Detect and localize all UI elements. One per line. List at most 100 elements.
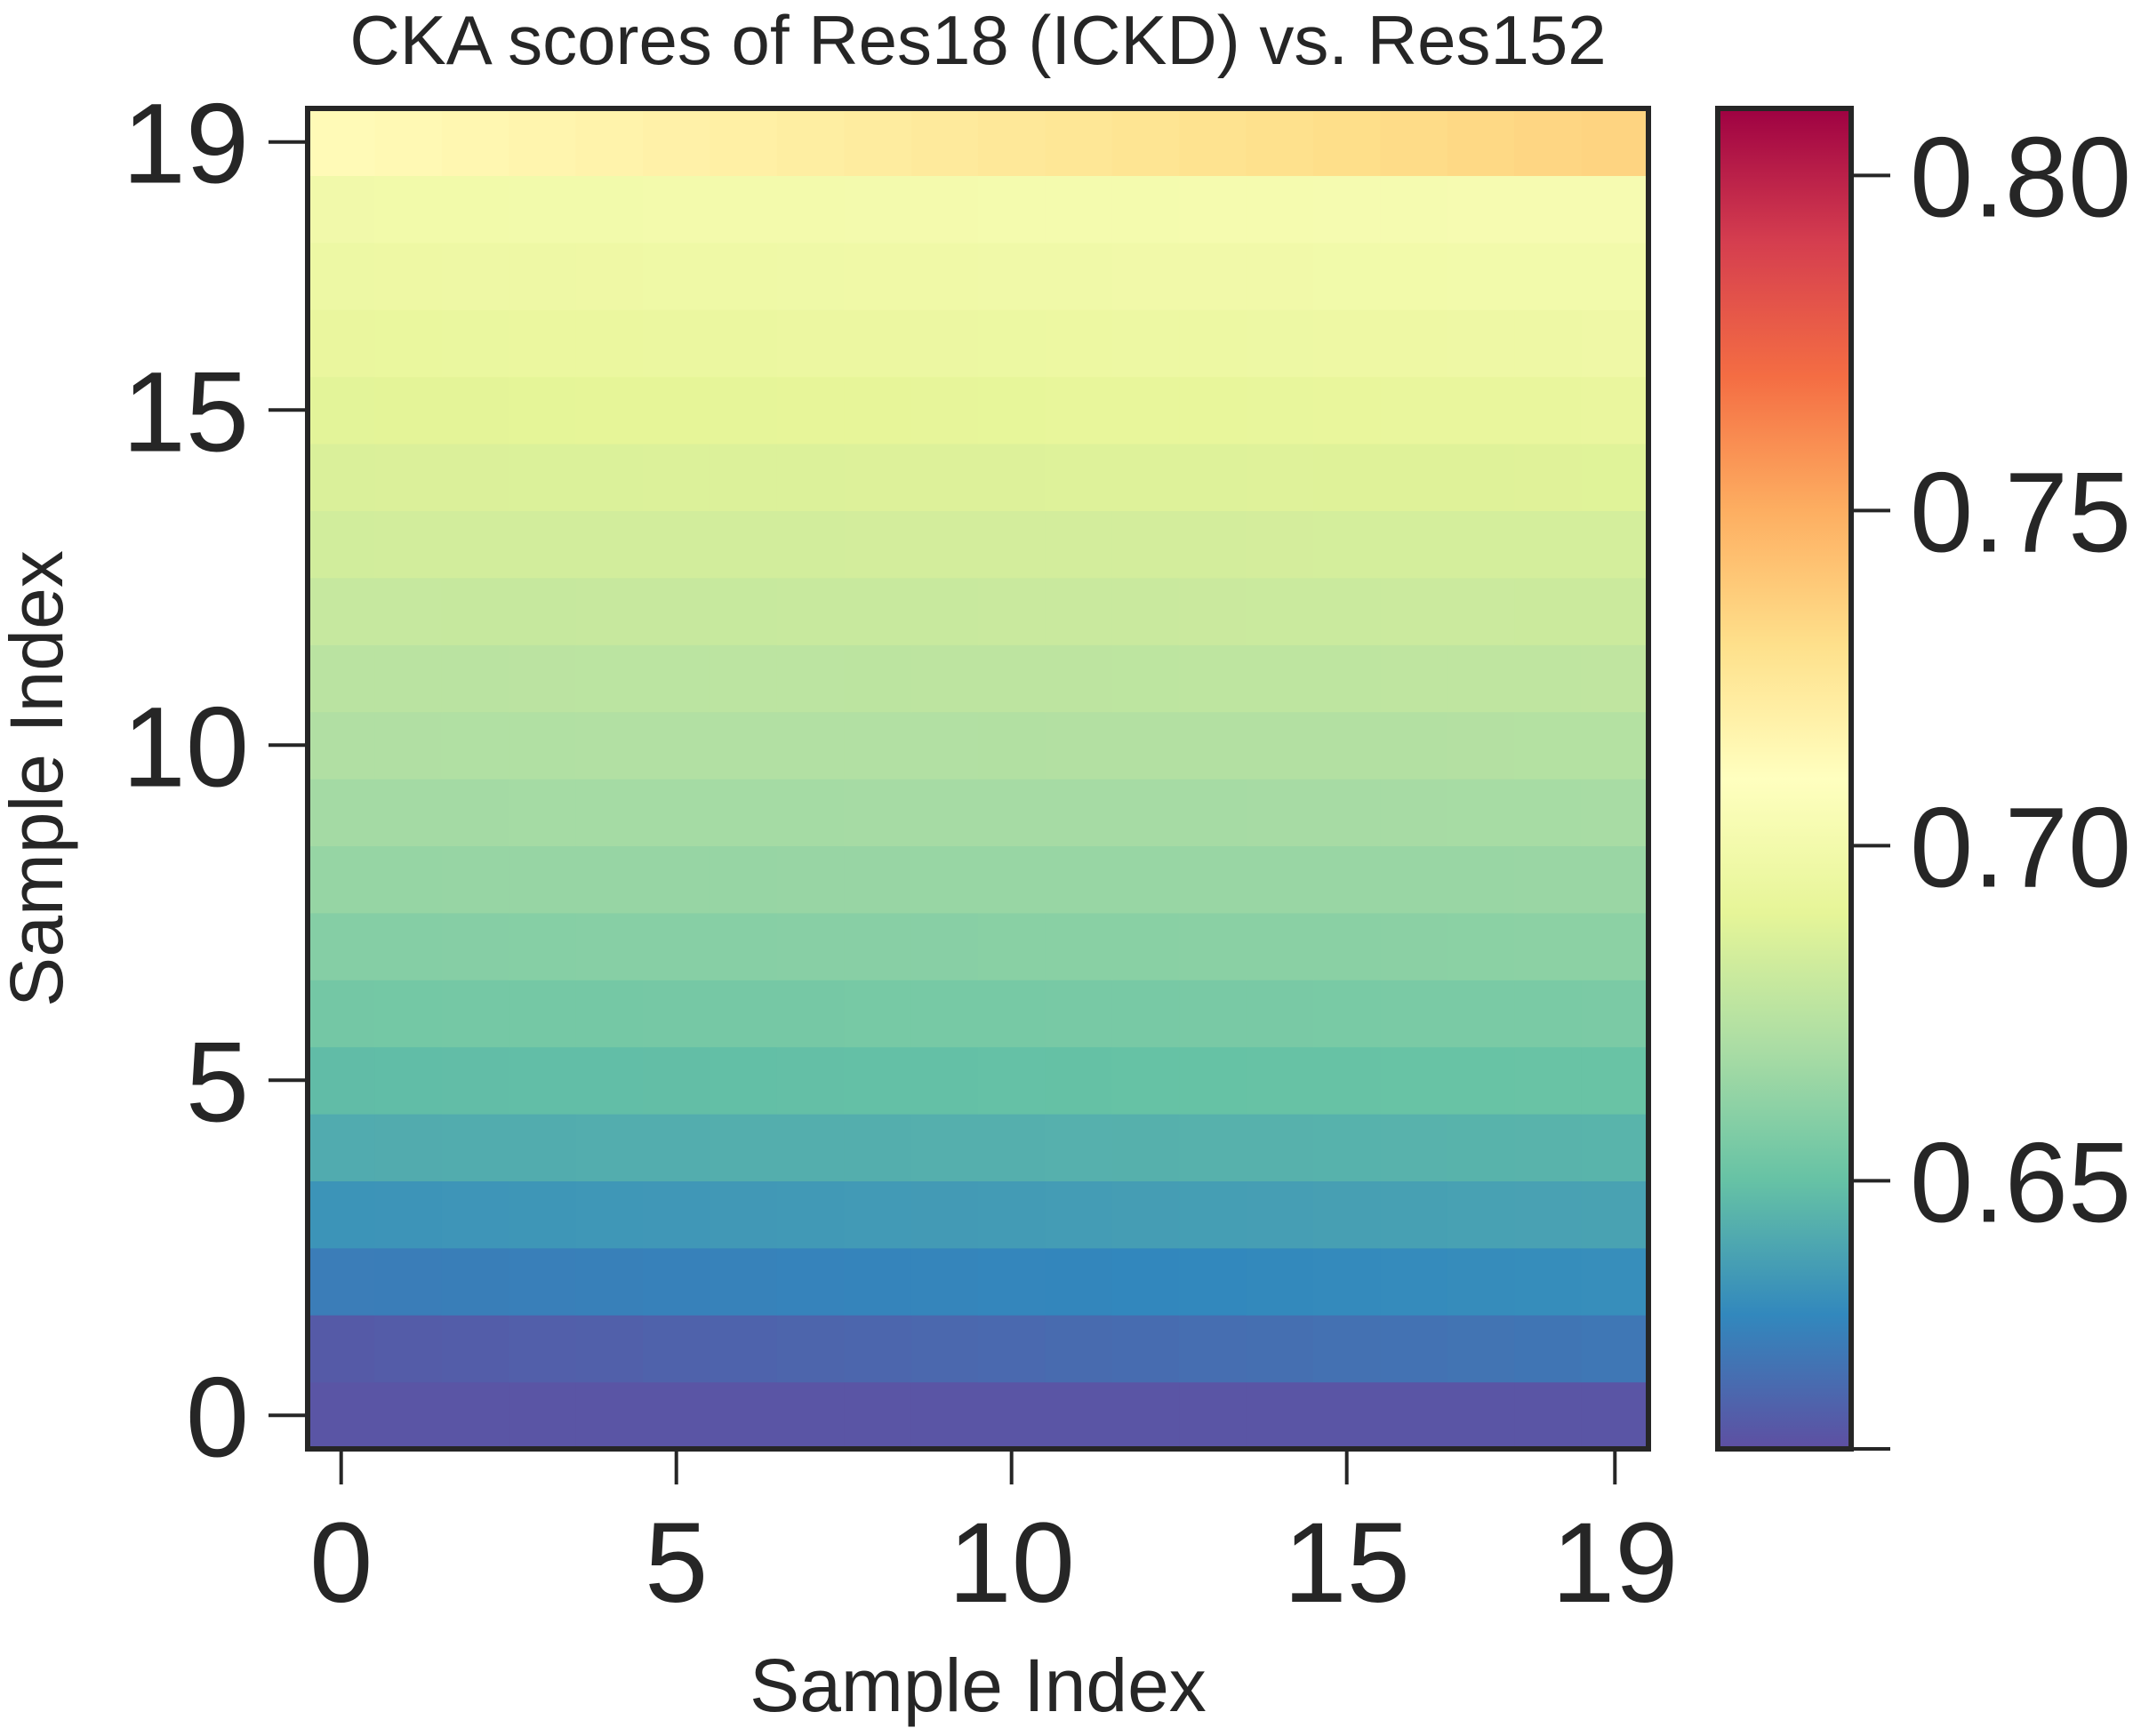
x-tick-label: 19	[1552, 1500, 1678, 1627]
heatmap-cell	[575, 1180, 644, 1249]
heatmap-cell	[1380, 1046, 1448, 1115]
heatmap-cell	[643, 980, 710, 1048]
heatmap-cell	[1514, 711, 1583, 780]
heatmap-cell	[1179, 577, 1247, 645]
heatmap-cell	[308, 309, 375, 378]
heatmap-cell	[1179, 1046, 1247, 1115]
heatmap-cell	[1380, 644, 1448, 713]
heatmap-cell	[1111, 1247, 1180, 1316]
heatmap-cell	[1246, 1114, 1314, 1181]
heatmap-cell	[509, 845, 577, 914]
heatmap-cell	[1179, 1180, 1247, 1249]
heatmap-cell	[441, 1247, 509, 1316]
heatmap-cell	[308, 980, 375, 1048]
heatmap-cell	[710, 1180, 778, 1249]
heatmap-cell	[308, 1315, 375, 1383]
heatmap-cell	[1111, 845, 1180, 914]
heatmap-cell	[844, 779, 912, 846]
heatmap-cell	[441, 108, 509, 176]
heatmap-cell	[710, 242, 778, 310]
heatmap-cell	[1045, 376, 1113, 444]
heatmap-cell	[776, 1315, 845, 1383]
heatmap-cell	[441, 779, 509, 846]
heatmap-cell	[1581, 309, 1649, 378]
colorbar-tick-label: 0.75	[1910, 449, 2131, 576]
heatmap-cell	[1111, 1180, 1180, 1249]
heatmap-cell	[1313, 1114, 1381, 1181]
heatmap-cell	[509, 1114, 577, 1181]
heatmap-cell	[1447, 1381, 1515, 1450]
heatmap-cell	[643, 444, 710, 511]
heatmap-cell	[1111, 1381, 1180, 1450]
heatmap-cell	[441, 510, 509, 579]
heatmap-cell	[1045, 309, 1113, 378]
heatmap-cell	[509, 1046, 577, 1115]
heatmap-cell	[844, 309, 912, 378]
heatmap-cell	[575, 845, 644, 914]
heatmap-cell	[575, 1114, 644, 1181]
heatmap-cell	[710, 1114, 778, 1181]
heatmap-cell	[441, 376, 509, 444]
x-axis: 0 5 10 15 19	[309, 1449, 1678, 1627]
heatmap-cell	[643, 242, 710, 310]
heatmap-cell	[844, 1381, 912, 1450]
heatmap-cell	[1246, 444, 1314, 511]
heatmap-cell	[776, 779, 845, 846]
heatmap-cell	[643, 845, 710, 914]
heatmap-cell	[978, 1247, 1046, 1316]
heatmap-cell	[509, 577, 577, 645]
y-tick-label: 0	[186, 1354, 249, 1481]
heatmap-cell	[575, 376, 644, 444]
heatmap-cell	[1581, 980, 1649, 1048]
heatmap-cell	[1246, 376, 1314, 444]
colorbar-tick-label: 0.80	[1910, 114, 2131, 241]
heatmap-cell	[575, 510, 644, 579]
heatmap-cell	[509, 912, 577, 980]
heatmap-cell	[1380, 1381, 1448, 1450]
heatmap-cell	[441, 711, 509, 780]
heatmap-cell	[844, 175, 912, 244]
y-tick-label: 15	[123, 348, 249, 476]
heatmap-cell	[575, 1381, 644, 1450]
heatmap-cell	[1179, 1315, 1247, 1383]
heatmap-cell	[910, 376, 979, 444]
heatmap-cell	[910, 1315, 979, 1383]
heatmap-cell	[1380, 376, 1448, 444]
heatmap-cell	[776, 644, 845, 713]
heatmap-cell	[1514, 1046, 1583, 1115]
heatmap-cell	[643, 1180, 710, 1249]
heatmap-cell	[844, 510, 912, 579]
heatmap-cell	[1581, 444, 1649, 511]
heatmap-cell	[1514, 1114, 1583, 1181]
heatmap-cell	[509, 309, 577, 378]
heatmap-cell	[710, 711, 778, 780]
heatmap-cell	[374, 175, 443, 244]
heatmap-cell	[844, 1247, 912, 1316]
heatmap-cell	[978, 444, 1046, 511]
heatmap-cell	[710, 175, 778, 244]
heatmap-cell	[1581, 1180, 1649, 1249]
heatmap-cell	[308, 444, 375, 511]
heatmap-cell	[374, 1381, 443, 1450]
heatmap-cell	[1514, 644, 1583, 713]
heatmap-cell	[509, 1381, 577, 1450]
heatmap-cell	[1111, 711, 1180, 780]
heatmap-cell	[1581, 376, 1649, 444]
heatmap-cell	[710, 980, 778, 1048]
heatmap-cell	[575, 779, 644, 846]
heatmap-cell	[910, 980, 979, 1048]
heatmap-cell	[1313, 711, 1381, 780]
heatmap-cell	[1313, 1180, 1381, 1249]
heatmap-cell	[441, 444, 509, 511]
heatmap-cell	[374, 711, 443, 780]
heatmap-cell	[910, 779, 979, 846]
heatmap-cell	[1380, 175, 1448, 244]
heatmap-cell	[1380, 1247, 1448, 1316]
colorbar	[1715, 106, 1854, 1452]
heatmap-cell	[710, 1381, 778, 1450]
heatmap-cell	[509, 1247, 577, 1316]
heatmap-cell	[710, 309, 778, 378]
heatmap-cell	[1447, 1247, 1515, 1316]
heatmap-cell	[643, 1247, 710, 1316]
heatmap-cell	[643, 1114, 710, 1181]
